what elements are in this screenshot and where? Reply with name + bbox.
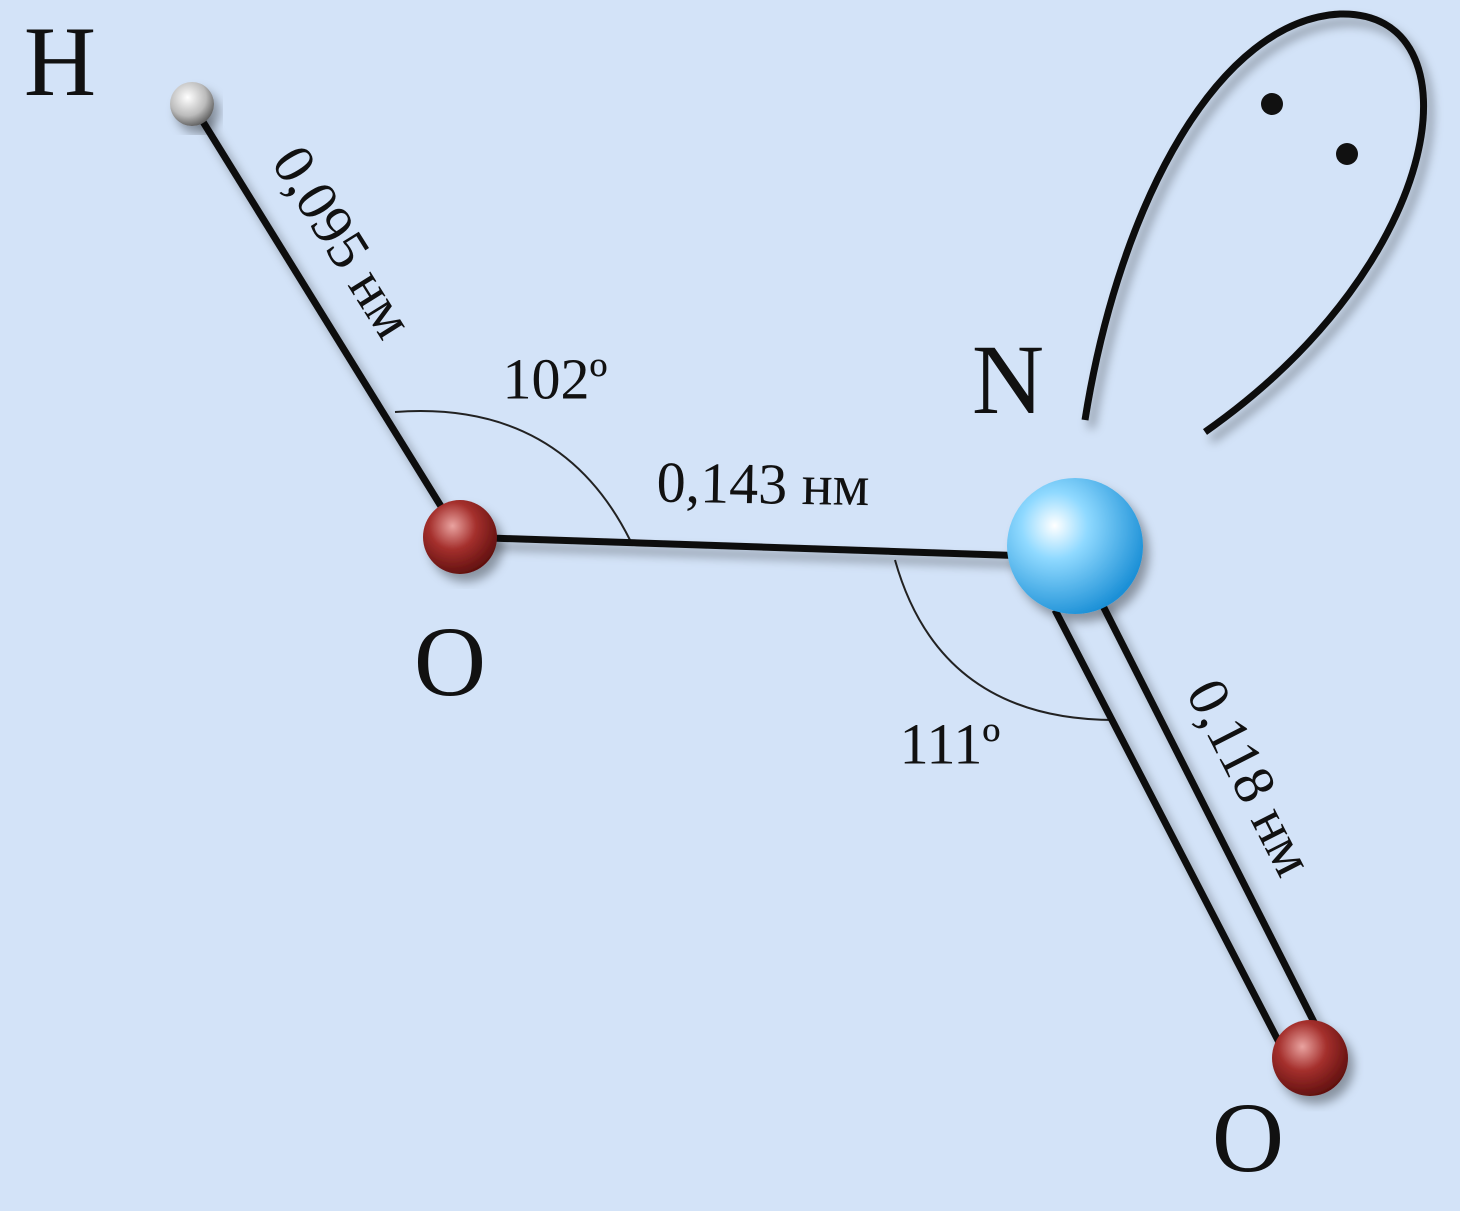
angle-label: 111º [900, 711, 1001, 776]
lone-pair-lobe [1081, 10, 1427, 435]
atom-label: N [972, 324, 1044, 435]
bond-label: 0,118 нм [1174, 669, 1328, 886]
bond [1051, 608, 1287, 1052]
bond [189, 102, 463, 539]
angle-label: 102º [503, 346, 608, 411]
angle-arc [394, 410, 631, 541]
atom-sphere [423, 500, 497, 574]
bond [459, 533, 1031, 560]
bond [1096, 598, 1322, 1032]
bond-label: 0,095 нм [259, 134, 427, 349]
atom-sphere [1007, 478, 1143, 614]
angle-arc [894, 559, 1116, 721]
bonds [189, 102, 1322, 1052]
atom-label: O [414, 606, 486, 717]
atom-label: H [24, 6, 96, 117]
bond-label: 0,143 нм [656, 449, 870, 518]
atom-sphere [170, 82, 214, 126]
electron [1336, 143, 1358, 165]
atom-sphere [1272, 1020, 1348, 1096]
atom-label: O [1212, 1082, 1284, 1193]
electron [1261, 93, 1283, 115]
